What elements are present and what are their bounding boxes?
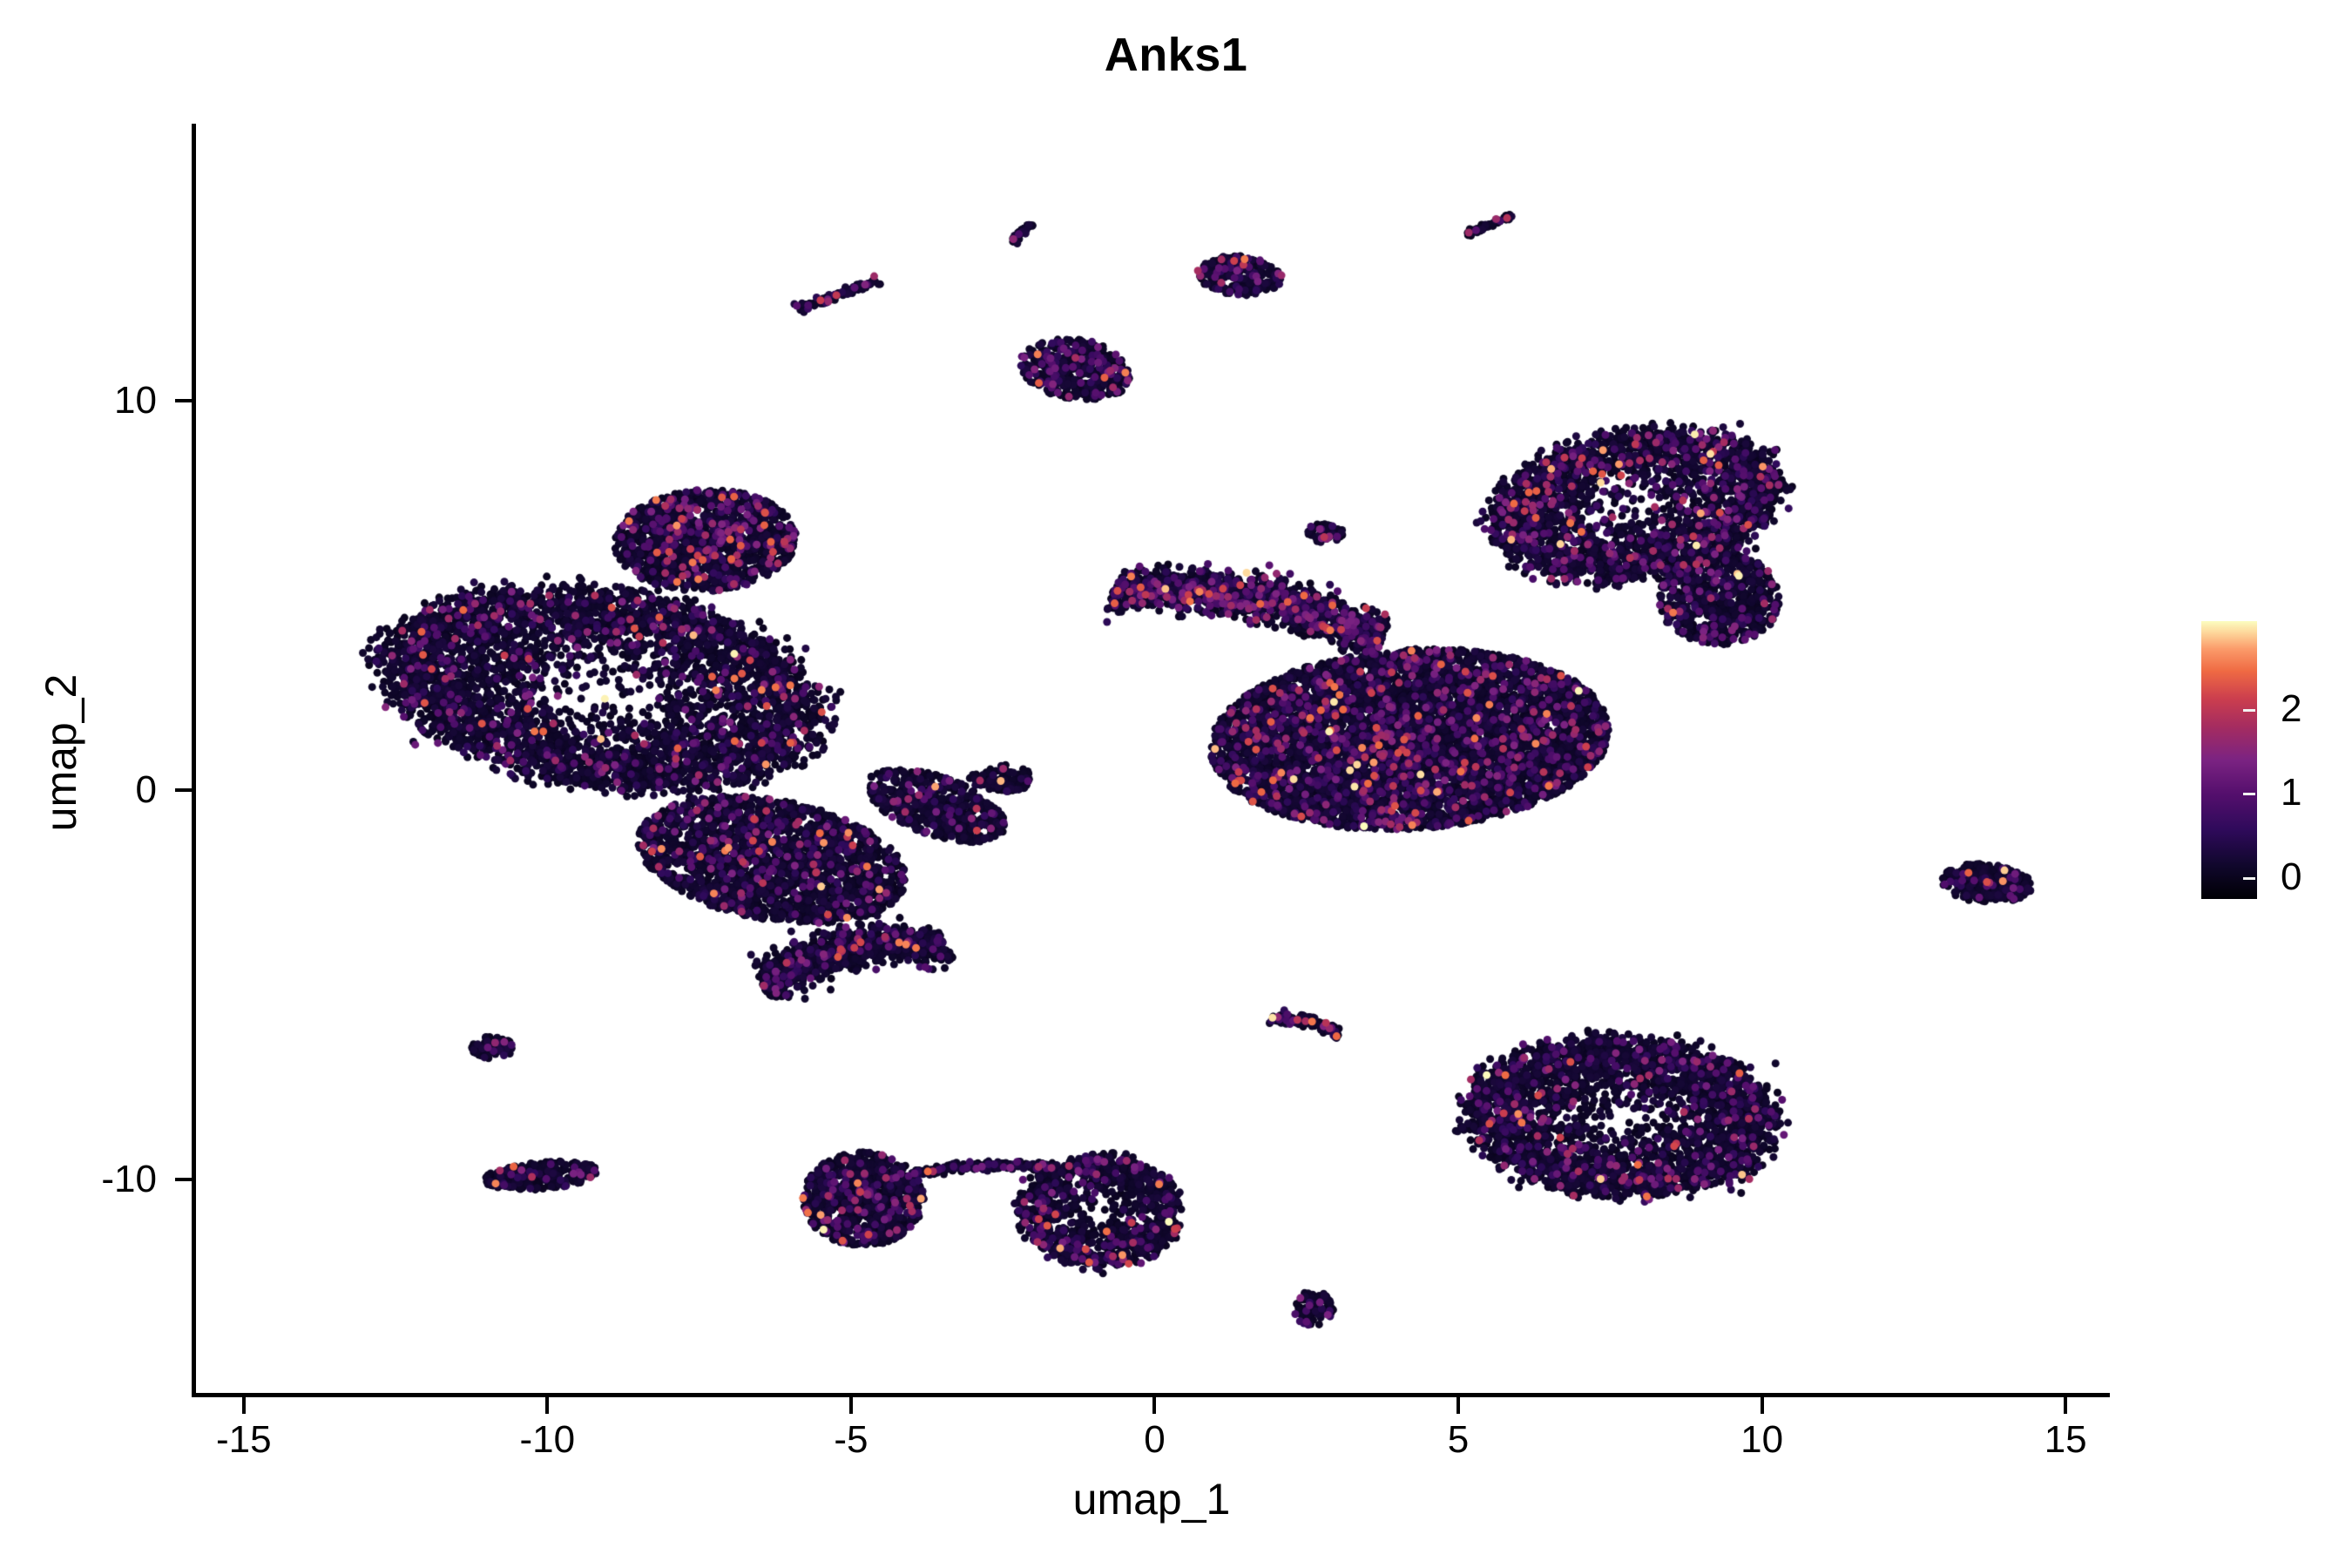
colorbar-tick-mark [2243, 876, 2255, 880]
x-tick-label: -15 [215, 1418, 272, 1461]
x-tick-mark [2064, 1397, 2068, 1414]
colorbar-gradient [2201, 621, 2257, 899]
x-tick-mark [848, 1397, 853, 1414]
y-tick-label: 10 [114, 378, 157, 422]
x-tick-label: 5 [1447, 1418, 1470, 1461]
y-tick-mark [175, 787, 192, 792]
y-tick-label: 0 [135, 767, 157, 811]
x-tick-mark [241, 1397, 246, 1414]
x-tick-label: -5 [834, 1418, 868, 1461]
colorbar-tick-label: 1 [2281, 771, 2302, 814]
x-tick-label: 0 [1144, 1418, 1166, 1461]
plot-panel[interactable] [195, 124, 2108, 1394]
x-axis-spine [192, 1393, 2110, 1397]
page-title: Anks1 [1104, 29, 1248, 81]
y-tick-label: -10 [101, 1158, 157, 1201]
y-tick-mark [175, 1178, 192, 1182]
x-tick-mark [545, 1397, 550, 1414]
x-tick-label: -10 [519, 1418, 576, 1461]
colorbar-tick-mark [2243, 793, 2255, 796]
x-tick-label: 15 [2044, 1418, 2087, 1461]
x-tick-mark [1760, 1397, 1764, 1414]
scatter-plot-canvas[interactable] [195, 124, 2108, 1394]
x-axis-label: umap_1 [1072, 1475, 1231, 1524]
y-axis-label: umap_2 [37, 673, 85, 832]
colorbar [2201, 621, 2257, 899]
colorbar-tick-label: 2 [2281, 686, 2302, 730]
colorbar-tick-mark [2243, 708, 2255, 712]
y-axis-spine [192, 124, 196, 1397]
x-tick-label: 10 [1740, 1418, 1784, 1461]
y-tick-mark [175, 398, 192, 402]
x-tick-mark [1456, 1397, 1461, 1414]
x-tick-mark [1152, 1397, 1157, 1414]
colorbar-tick-label: 0 [2281, 855, 2302, 898]
